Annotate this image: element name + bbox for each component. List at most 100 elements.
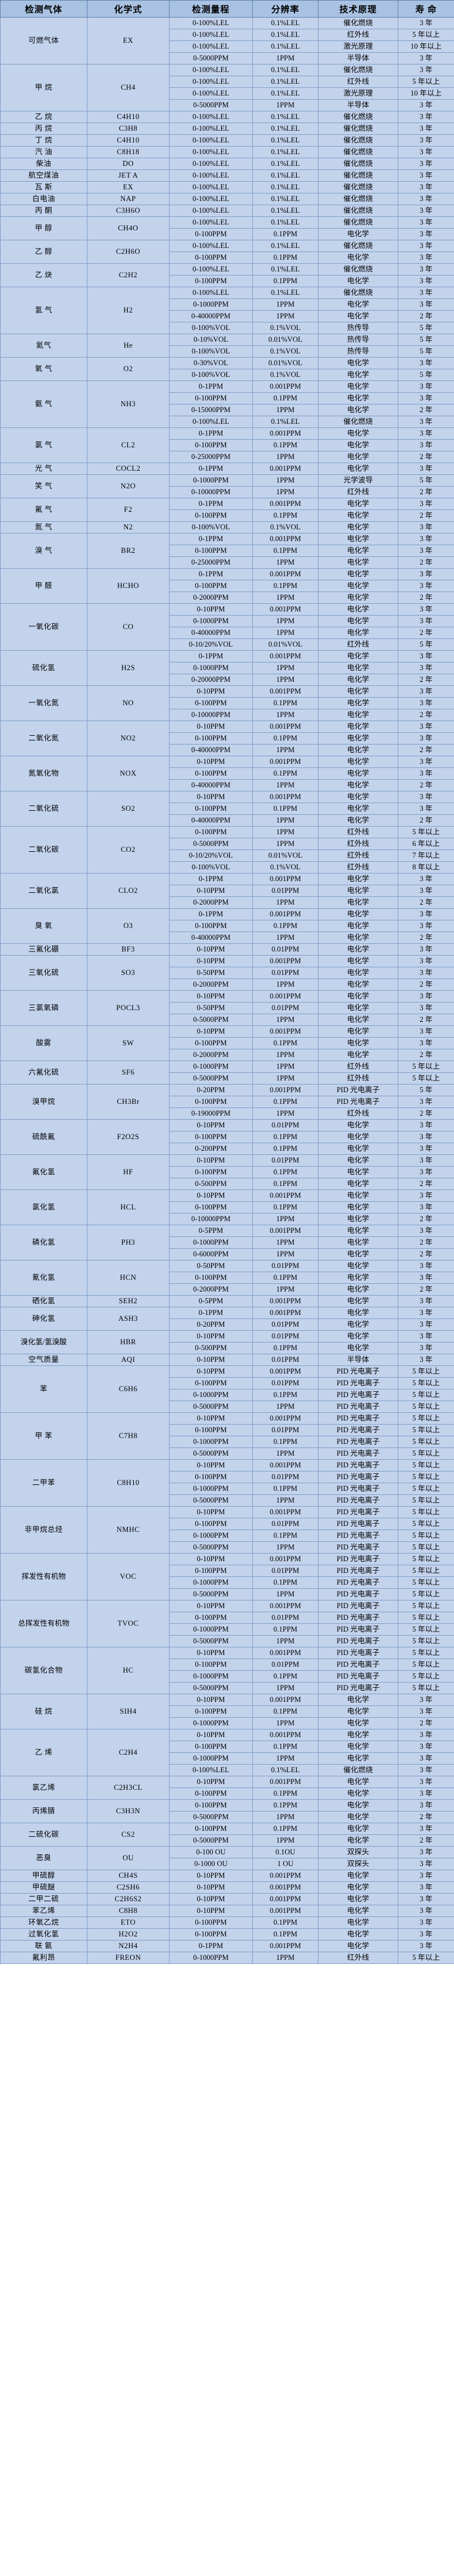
technology-cell: 催化燃烧 bbox=[318, 111, 398, 123]
header-technology: 技术原理 bbox=[318, 0, 398, 18]
lifespan-cell: 5 年以上 bbox=[398, 1682, 454, 1694]
table-row: 0-10/20%VOL 0.01%VOL 红外线 5 年 bbox=[1, 638, 454, 651]
technology-cell: 电化学 bbox=[318, 1260, 398, 1272]
header-lifespan: 寿 命 bbox=[398, 0, 454, 18]
lifespan-cell: 3 年 bbox=[398, 427, 454, 440]
technology-cell: 电化学 bbox=[318, 814, 398, 827]
table-row: 0-1000PPM 1PPM 电化学 3 年 bbox=[1, 298, 454, 311]
range-cell: 0-100PPM bbox=[169, 920, 253, 932]
lifespan-cell: 5 年以上 bbox=[398, 1447, 454, 1460]
lifespan-cell: 3 年 bbox=[398, 298, 454, 311]
technology-cell: 电化学 bbox=[318, 756, 398, 768]
range-cell: 0-5000PPM bbox=[169, 1072, 253, 1085]
resolution-cell: 1PPM bbox=[252, 744, 319, 756]
chemical-formula-cell: C3H6O bbox=[87, 205, 170, 217]
range-cell: 0-100%LEL bbox=[169, 181, 253, 193]
table-row: 0-100PPM 0.1PPM 电化学 3 年 bbox=[1, 545, 454, 557]
table-body: 可燃气体 EX 0-100%LEL 0.1%LEL 催化燃烧 3 年 0-100%LEL 0.… bbox=[0, 17, 454, 1964]
technology-cell: 电化学 bbox=[318, 1283, 398, 1296]
gas-detection-spec-table: 检测气体 化学式 检测量程 分辨率 技术原理 寿 命 可燃气体 EX 0-100%L… bbox=[0, 0, 454, 1964]
range-cell: 0-10PPM bbox=[169, 1119, 253, 1131]
resolution-cell: 0.001PPM bbox=[252, 1506, 319, 1518]
lifespan-cell: 2 年 bbox=[398, 744, 454, 756]
resolution-cell: 0.001PPM bbox=[252, 791, 319, 803]
lifespan-cell: 5 年以上 bbox=[398, 1389, 454, 1401]
table-row: 二甲二硫 C2H6S2 0-10PPM 0.001PPM 电化学 3 年 bbox=[0, 1893, 454, 1905]
gas-name-cell: 硒化氢 bbox=[0, 1295, 87, 1307]
range-cell: 0-100PPM bbox=[169, 1272, 253, 1284]
lifespan-cell: 3 年 bbox=[398, 228, 454, 240]
lifespan-cell: 3 年 bbox=[398, 357, 454, 369]
resolution-cell: 0.001PPM bbox=[252, 533, 319, 545]
resolution-cell: 0.1%LEL bbox=[252, 216, 319, 229]
resolution-cell: 1PPM bbox=[252, 615, 319, 627]
resolution-cell: 0.1PPM bbox=[252, 580, 319, 592]
lifespan-cell: 5 年以上 bbox=[398, 1401, 454, 1413]
gas-name-cell: 白电油 bbox=[0, 193, 87, 205]
gas-name-cell: 汽 油 bbox=[0, 146, 87, 158]
resolution-cell: 0.1PPM bbox=[252, 1623, 319, 1636]
table-row: 0-5000PPM 1PPM PID 光电离子 5 年以上 bbox=[1, 1541, 454, 1554]
lifespan-cell: 5 年以上 bbox=[398, 1061, 454, 1073]
resolution-cell: 1PPM bbox=[252, 310, 319, 322]
technology-cell: 电化学 bbox=[318, 1905, 398, 1917]
resolution-cell: 1PPM bbox=[252, 814, 319, 827]
lifespan-cell: 5 年以上 bbox=[398, 1553, 454, 1565]
table-row: 0-50PPM 0.01PPM 电化学 3 年 bbox=[1, 967, 454, 979]
lifespan-cell: 3 年 bbox=[398, 721, 454, 733]
table-row: 乙 烷 C4H10 0-100%LEL 0.1%LEL 催化燃烧 3 年 bbox=[0, 111, 454, 123]
lifespan-cell: 2 年 bbox=[398, 932, 454, 944]
technology-cell: 电化学 bbox=[318, 404, 398, 416]
chemical-formula-cell: C2H6O bbox=[87, 240, 170, 264]
table-row: 0-100PPM 0.1PPM PID 光电离子 3 年 bbox=[1, 1096, 454, 1108]
technology-cell: 电化学 bbox=[318, 1213, 398, 1225]
resolution-cell: 0.001PPM bbox=[252, 1940, 319, 1952]
gas-name-cell: 甲 醇 bbox=[0, 216, 87, 240]
table-row: 甲 烷 CH4 0-100%LEL 0.1%LEL 催化燃烧 3 年 bbox=[0, 64, 454, 111]
table-row: 苯乙烯 C8H8 0-10PPM 0.001PPM 电化学 3 年 bbox=[0, 1905, 454, 1917]
resolution-cell: 0.01%VOL bbox=[252, 334, 319, 346]
lifespan-cell: 5 年 bbox=[398, 1084, 454, 1096]
chemical-formula-cell: H2S bbox=[87, 650, 170, 686]
resolution-cell: 1PPM bbox=[252, 932, 319, 944]
range-cell: 0-100PPM bbox=[169, 1377, 253, 1389]
technology-cell: 电化学 bbox=[318, 252, 398, 264]
range-cell: 0-10%VOL bbox=[169, 334, 253, 346]
header-resolution: 分辨率 bbox=[252, 0, 319, 18]
chemical-formula-cell: NAP bbox=[87, 193, 170, 205]
range-cell: 0-10PPM bbox=[169, 685, 253, 698]
lifespan-cell: 5 年以上 bbox=[398, 1412, 454, 1425]
lifespan-cell: 2 年 bbox=[398, 1283, 454, 1296]
range-cell: 0-10PPM bbox=[169, 1647, 253, 1659]
lifespan-cell: 3 年 bbox=[398, 181, 454, 193]
technology-cell: 催化燃烧 bbox=[318, 123, 398, 135]
resolution-cell: 0.01%VOL bbox=[252, 849, 319, 862]
range-cell: 0-10PPM bbox=[169, 1330, 253, 1343]
table-row: 氮氧化物 NOX 0-10PPM 0.001PPM 电化学 3 年 bbox=[0, 756, 454, 791]
technology-cell: 电化学 bbox=[318, 451, 398, 463]
technology-cell: 红外线 bbox=[318, 486, 398, 498]
range-cell: 0-100%LEL bbox=[169, 87, 253, 100]
gas-name-cell: 硫酰氟 bbox=[0, 1119, 87, 1155]
chemical-formula-cell: C8H8 bbox=[87, 1905, 170, 1917]
lifespan-cell: 3 年 bbox=[398, 615, 454, 627]
range-cell: 0-100%VOL bbox=[169, 322, 253, 334]
gas-name-cell: 非甲烷总烃 bbox=[0, 1506, 87, 1554]
chemical-formula-cell: CH4 bbox=[87, 64, 170, 111]
resolution-cell: 1PPM bbox=[252, 1283, 319, 1296]
lifespan-cell: 5 年以上 bbox=[398, 1576, 454, 1589]
table-row: 0-10000PPM 1PPM 电化学 2 年 bbox=[1, 709, 454, 721]
lifespan-cell: 5 年 bbox=[398, 322, 454, 334]
table-row: 非甲烷总烃 NMHC 0-10PPM 0.001PPM PID 光电离子 5 年以上 bbox=[0, 1506, 454, 1554]
technology-cell: 电化学 bbox=[318, 392, 398, 405]
lifespan-cell: 3 年 bbox=[398, 111, 454, 123]
technology-cell: 电化学 bbox=[318, 1002, 398, 1014]
gas-name-cell: 甲硫醇 bbox=[0, 1870, 87, 1882]
chemical-formula-cell: HBR bbox=[87, 1330, 170, 1354]
table-row: 乙 烯 C2H4 0-10PPM 0.001PPM 电化学 3 年 bbox=[0, 1729, 454, 1776]
technology-cell: PID 光电离子 bbox=[318, 1389, 398, 1401]
range-cell: 0-1PPM bbox=[169, 380, 253, 393]
resolution-cell: 1PPM bbox=[252, 298, 319, 311]
technology-cell: 电化学 bbox=[318, 1787, 398, 1800]
gas-name-cell: 三氟化硼 bbox=[0, 943, 87, 956]
